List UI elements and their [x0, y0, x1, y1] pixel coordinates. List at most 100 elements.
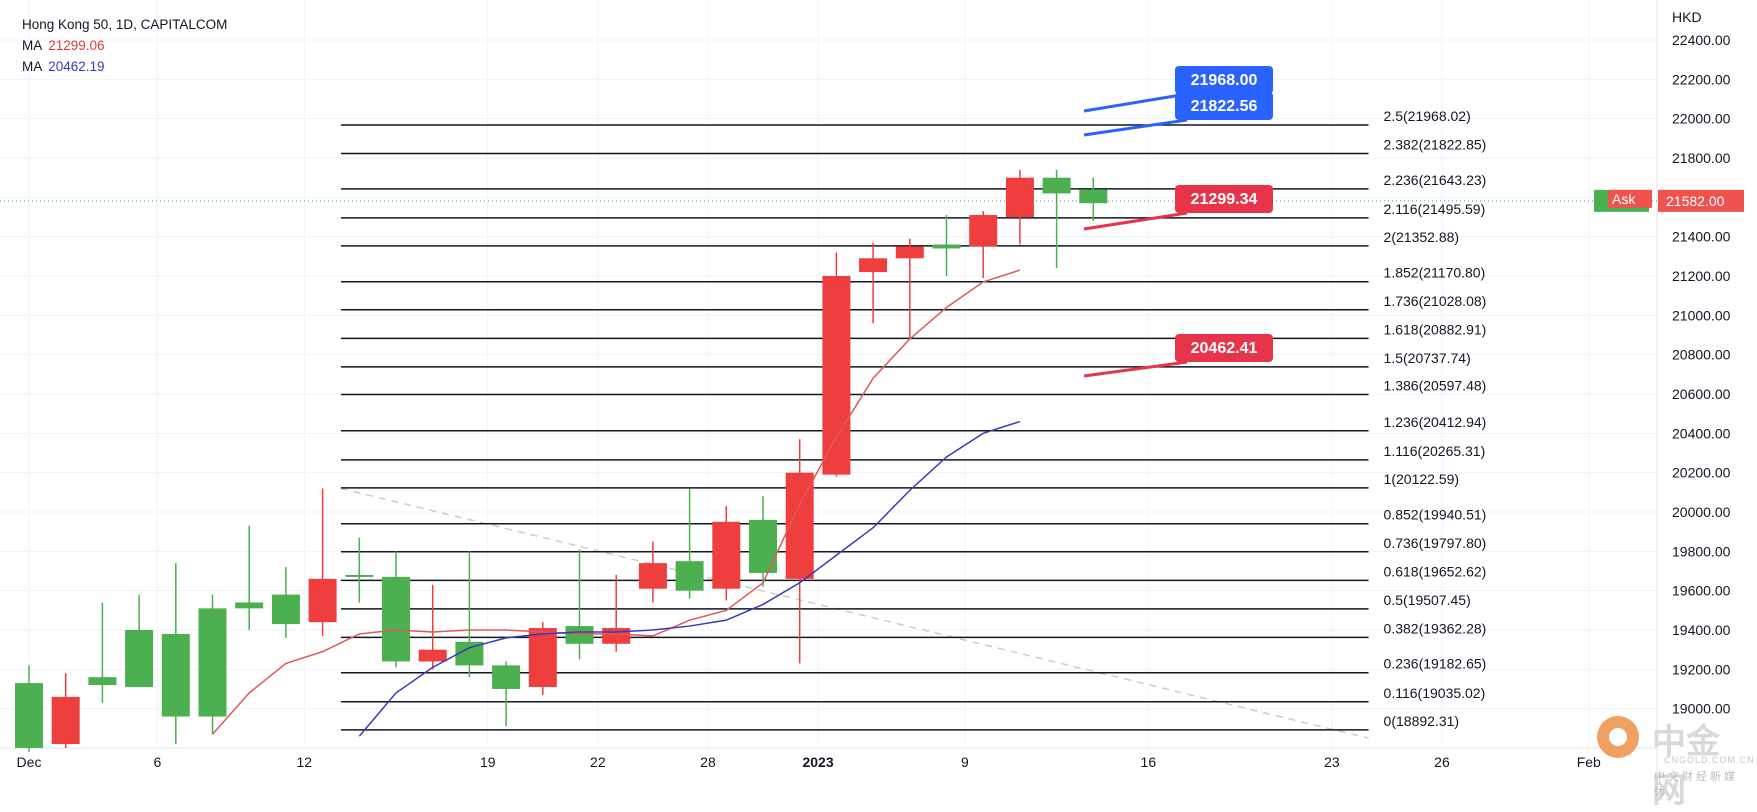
fib-level-label: 1.5(20737.74): [1384, 350, 1471, 366]
time-tick-label: Feb: [1577, 754, 1601, 770]
callout-label: 21968.00: [1191, 72, 1258, 89]
ask-price-label: 21582.00: [1666, 193, 1725, 209]
candle-body: [1005, 177, 1034, 217]
ma-slow-value: 20462.19: [48, 59, 105, 74]
candle-body: [1042, 177, 1071, 194]
price-tick-label: 20400.00: [1672, 425, 1731, 441]
fib-level-label: 0.618(19652.62): [1384, 563, 1487, 579]
time-tick-label: 9: [961, 754, 969, 770]
candle-body: [712, 521, 741, 589]
price-tick-label: 19000.00: [1672, 701, 1731, 717]
callout-pointer: [1083, 118, 1188, 137]
fib-level-label: 2.236(21643.23): [1384, 172, 1487, 188]
fib-level-label: 1.386(20597.48): [1384, 377, 1487, 393]
callout-label: 21299.34: [1191, 191, 1258, 208]
price-axis-bg: [1658, 0, 1757, 789]
watermark-tagline: 中文财经新媒体: [1654, 770, 1738, 799]
candle-body: [969, 215, 998, 247]
fib-level-label: 1.236(20412.94): [1384, 414, 1487, 430]
price-tick-label: 22000.00: [1672, 111, 1731, 127]
price-tick-label: 21200.00: [1672, 268, 1731, 284]
ma-fast-legend: MA 21299.06: [22, 35, 227, 56]
time-tick-label: 16: [1141, 754, 1157, 770]
symbol-title: Hong Kong 50, 1D, CAPITALCOM: [22, 17, 228, 32]
ma-slow-legend: MA 20462.19: [22, 56, 227, 77]
candle-body: [675, 561, 704, 591]
fib-level-label: 2(21352.88): [1384, 229, 1460, 245]
candle-body: [418, 649, 447, 662]
candle-body: [602, 628, 631, 644]
fib-level-label: 0.382(19362.28): [1384, 620, 1487, 636]
ma-slow-line: [358, 420, 1021, 737]
candle-body: [235, 602, 264, 609]
chart-area[interactable]: 2.5(21968.02) 2.382(21822.85) 2.236(21643.…: [0, 0, 1757, 789]
time-tick-label: Dec: [17, 754, 42, 770]
chart-legend: Hong Kong 50, 1D, CAPITALCOM MA 21299.06 …: [22, 14, 227, 77]
price-tick-label: 20200.00: [1672, 465, 1731, 481]
candle-body: [88, 677, 117, 686]
time-tick-label: 6: [154, 754, 162, 770]
fib-level-label: 1.736(21028.08): [1384, 293, 1487, 309]
watermark-logo-icon: [1597, 716, 1639, 758]
time-tick-label: 23: [1324, 754, 1340, 770]
fib-level-label: 2.116(21495.59): [1384, 201, 1486, 217]
time-tick-label: 19: [480, 754, 496, 770]
candle-body: [51, 696, 80, 745]
candle-body: [749, 519, 777, 573]
fib-level-label: 0(18892.31): [1384, 713, 1460, 729]
price-tick-label: 19200.00: [1672, 661, 1731, 677]
callout-pointer: [1083, 92, 1188, 113]
fib-level-label: 0.736(19797.80): [1384, 535, 1487, 551]
fib-level-label: 1.852(21170.80): [1384, 265, 1486, 281]
time-tick-label: 12: [296, 754, 312, 770]
axis-currency: HKD: [1672, 9, 1702, 25]
candle-body: [15, 683, 43, 748]
price-tick-label: 22200.00: [1672, 71, 1731, 87]
candle-body: [1079, 189, 1108, 204]
candle-body: [822, 276, 851, 475]
ma-slow-label: MA: [22, 59, 43, 74]
callout-box: [1175, 185, 1273, 213]
candle-body: [565, 626, 594, 644]
fib-level-label: 0.852(19940.51): [1384, 507, 1487, 523]
candle-body: [125, 630, 154, 688]
ask-tag-label: Ask: [1612, 191, 1636, 207]
ma-fast-value: 21299.06: [48, 38, 105, 53]
candle-body: [895, 246, 924, 259]
ma-fast-label: MA: [22, 38, 43, 53]
price-tick-label: 19400.00: [1672, 622, 1731, 638]
trend-line: [340, 487, 1369, 739]
time-tick-label: 2023: [802, 754, 833, 770]
callout-pointer: [1083, 211, 1188, 231]
time-tick-label: 28: [700, 754, 716, 770]
fib-level-label: 2.382(21822.85): [1384, 137, 1487, 153]
watermark-url: CNGOLD.COM.CN: [1664, 755, 1755, 765]
candle-body: [455, 641, 484, 666]
fib-level-label: 0.5(19507.45): [1384, 592, 1471, 608]
price-tick-label: 19600.00: [1672, 583, 1731, 599]
fib-level-label: 2.5(21968.02): [1384, 108, 1471, 124]
price-tick-label: 19800.00: [1672, 543, 1731, 559]
price-tick-label: 22400.00: [1672, 32, 1731, 48]
callout-label: 21822.56: [1191, 98, 1258, 115]
candle-body: [932, 244, 961, 249]
price-tick-label: 20000.00: [1672, 504, 1731, 520]
price-tick-label: 21000.00: [1672, 307, 1731, 323]
callout-label: 20462.41: [1191, 340, 1258, 357]
candle-body: [161, 633, 190, 717]
candle-body: [492, 665, 521, 689]
price-tick-label: 21400.00: [1672, 229, 1731, 245]
candle-body: [859, 258, 888, 273]
time-tick-label: 26: [1434, 754, 1450, 770]
price-tick-label: 20600.00: [1672, 386, 1731, 402]
candle-body: [638, 563, 667, 589]
fib-level-label: 1(20122.59): [1384, 471, 1460, 487]
ask-price-box: [1658, 189, 1744, 212]
candlestick-chart[interactable]: 2.5(21968.02) 2.382(21822.85) 2.236(21643.…: [0, 0, 1757, 789]
candle-body: [345, 574, 374, 577]
candle-body: [198, 608, 227, 717]
callout-box: [1175, 92, 1273, 120]
fib-level-label: 0.236(19182.65): [1384, 656, 1487, 672]
fib-level-label: 0.116(19035.02): [1384, 685, 1486, 701]
ask-tag: [1608, 189, 1652, 208]
